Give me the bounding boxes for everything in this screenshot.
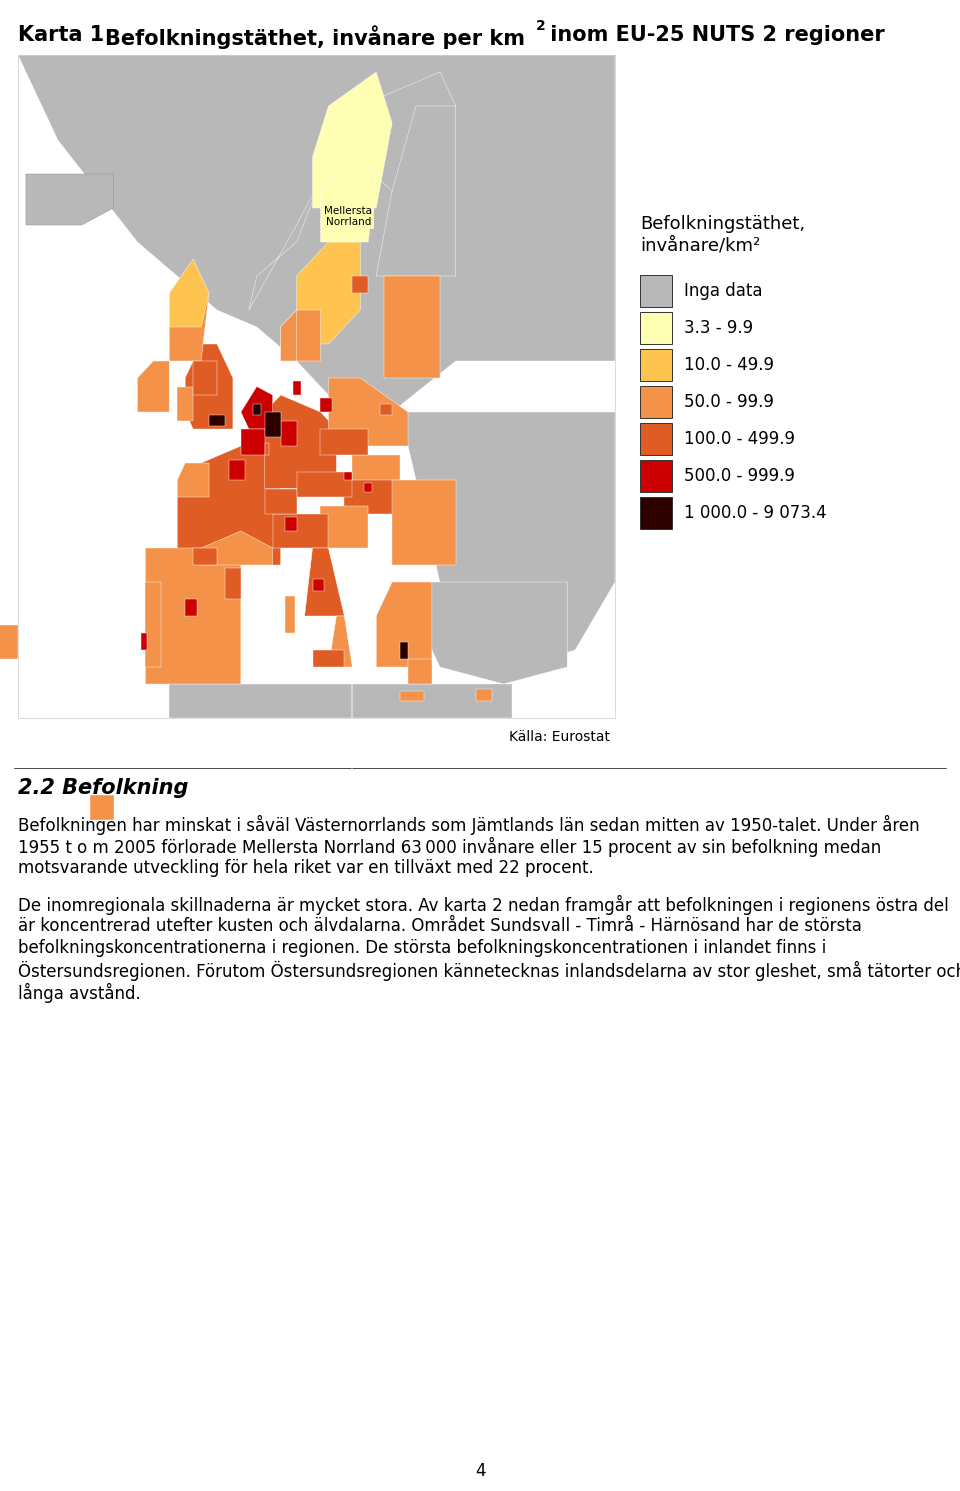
Text: 1 000.0 - 9 073.4: 1 000.0 - 9 073.4 xyxy=(684,504,827,522)
Bar xyxy=(640,497,672,529)
Bar xyxy=(640,312,672,344)
Polygon shape xyxy=(185,344,233,429)
Bar xyxy=(18,55,615,719)
Polygon shape xyxy=(265,395,336,489)
Polygon shape xyxy=(0,625,18,659)
Text: 500.0 - 999.9: 500.0 - 999.9 xyxy=(684,467,795,485)
Polygon shape xyxy=(178,464,209,497)
Polygon shape xyxy=(137,361,169,412)
Polygon shape xyxy=(328,616,352,666)
Text: är koncentrerad utefter kusten och älvdalarna. Området Sundsvall - Timrå - Härnö: är koncentrerad utefter kusten och älvda… xyxy=(18,917,862,935)
Polygon shape xyxy=(352,276,369,294)
Polygon shape xyxy=(345,480,400,514)
Polygon shape xyxy=(293,382,300,395)
Polygon shape xyxy=(145,581,161,666)
Polygon shape xyxy=(345,471,352,480)
Polygon shape xyxy=(280,310,321,361)
Polygon shape xyxy=(193,549,217,565)
Text: 2.2 Befolkning: 2.2 Befolkning xyxy=(18,778,188,798)
Text: De inomregionala skillnaderna är mycket stora. Av karta 2 nedan framgår att befo: De inomregionala skillnaderna är mycket … xyxy=(18,895,948,915)
Polygon shape xyxy=(321,157,376,242)
Bar xyxy=(640,461,672,492)
Polygon shape xyxy=(265,443,269,455)
Text: 4: 4 xyxy=(475,1463,485,1481)
Polygon shape xyxy=(280,310,297,361)
Text: befolkningskoncentrationerna i regionen. De största befolkningskoncentrationen i: befolkningskoncentrationerna i regionen.… xyxy=(18,939,827,957)
Polygon shape xyxy=(400,690,424,701)
Text: invånare/km²: invånare/km² xyxy=(640,237,760,255)
Text: 1955 t o m 2005 förlorade Mellersta Norrland 63 000 invånare eller 15 procent av: 1955 t o m 2005 förlorade Mellersta Norr… xyxy=(18,836,881,857)
Polygon shape xyxy=(141,634,147,650)
Polygon shape xyxy=(400,641,408,659)
Polygon shape xyxy=(185,599,197,616)
Polygon shape xyxy=(352,455,400,1006)
Polygon shape xyxy=(280,420,297,446)
Polygon shape xyxy=(313,72,392,209)
Text: Mellersta
Norrland: Mellersta Norrland xyxy=(324,206,372,227)
Polygon shape xyxy=(476,689,492,701)
Text: 3.3 - 9.9: 3.3 - 9.9 xyxy=(684,319,754,337)
Polygon shape xyxy=(252,404,261,416)
Text: Östersundsregionen. Förutom Östersundsregionen kännetecknas inlandsdelarna av st: Östersundsregionen. Förutom Östersundsre… xyxy=(18,962,960,981)
Bar xyxy=(640,386,672,417)
Polygon shape xyxy=(18,55,615,446)
Polygon shape xyxy=(313,579,324,590)
Text: Källa: Eurostat: Källa: Eurostat xyxy=(509,731,610,744)
Polygon shape xyxy=(178,386,193,420)
Polygon shape xyxy=(241,429,265,455)
Polygon shape xyxy=(408,659,432,684)
Text: långa avstånd.: långa avstånd. xyxy=(18,983,141,1003)
Polygon shape xyxy=(380,404,392,416)
Text: Karta 1: Karta 1 xyxy=(18,25,105,45)
Polygon shape xyxy=(225,568,241,599)
Polygon shape xyxy=(209,416,225,425)
Text: Befolkningstäthet, invånare per km: Befolkningstäthet, invånare per km xyxy=(105,25,525,49)
Text: 100.0 - 499.9: 100.0 - 499.9 xyxy=(684,429,795,447)
Polygon shape xyxy=(178,446,280,565)
Polygon shape xyxy=(297,471,352,497)
Polygon shape xyxy=(285,517,297,531)
Polygon shape xyxy=(321,505,369,549)
Polygon shape xyxy=(273,514,328,549)
Polygon shape xyxy=(249,72,456,310)
Text: Befolkningen har minskat i såväl Västernorrlands som Jämtlands län sedan mitten : Befolkningen har minskat i såväl Västern… xyxy=(18,816,920,835)
Polygon shape xyxy=(169,294,209,361)
Polygon shape xyxy=(313,650,345,666)
Polygon shape xyxy=(285,595,295,634)
Text: inom EU-25 NUTS 2 regioner: inom EU-25 NUTS 2 regioner xyxy=(543,25,885,45)
Polygon shape xyxy=(145,549,241,684)
Polygon shape xyxy=(241,386,273,429)
Polygon shape xyxy=(392,480,456,565)
Polygon shape xyxy=(169,684,512,719)
Polygon shape xyxy=(297,242,360,344)
Text: 50.0 - 99.9: 50.0 - 99.9 xyxy=(684,394,774,412)
Bar xyxy=(640,349,672,382)
Polygon shape xyxy=(321,398,332,412)
Polygon shape xyxy=(321,429,369,455)
Polygon shape xyxy=(304,549,345,616)
Polygon shape xyxy=(384,276,440,379)
Bar xyxy=(18,55,615,719)
Polygon shape xyxy=(364,483,372,492)
Polygon shape xyxy=(265,489,297,514)
Text: 10.0 - 49.9: 10.0 - 49.9 xyxy=(684,356,774,374)
Polygon shape xyxy=(26,174,113,225)
Polygon shape xyxy=(424,581,567,684)
Polygon shape xyxy=(89,795,113,820)
Text: motsvarande utveckling för hela riket var en tillväxt med 22 procent.: motsvarande utveckling för hela riket va… xyxy=(18,859,593,877)
Polygon shape xyxy=(328,379,408,446)
Polygon shape xyxy=(265,412,280,437)
Bar xyxy=(640,423,672,455)
Text: Inga data: Inga data xyxy=(684,282,762,300)
Polygon shape xyxy=(392,412,615,666)
Polygon shape xyxy=(169,259,209,327)
Bar xyxy=(640,274,672,307)
Text: Befolkningstäthet,: Befolkningstäthet, xyxy=(640,215,805,233)
Polygon shape xyxy=(201,531,273,565)
Polygon shape xyxy=(376,581,432,666)
Polygon shape xyxy=(376,106,456,276)
Text: 2: 2 xyxy=(536,19,545,33)
Polygon shape xyxy=(193,361,217,395)
Polygon shape xyxy=(228,459,245,480)
